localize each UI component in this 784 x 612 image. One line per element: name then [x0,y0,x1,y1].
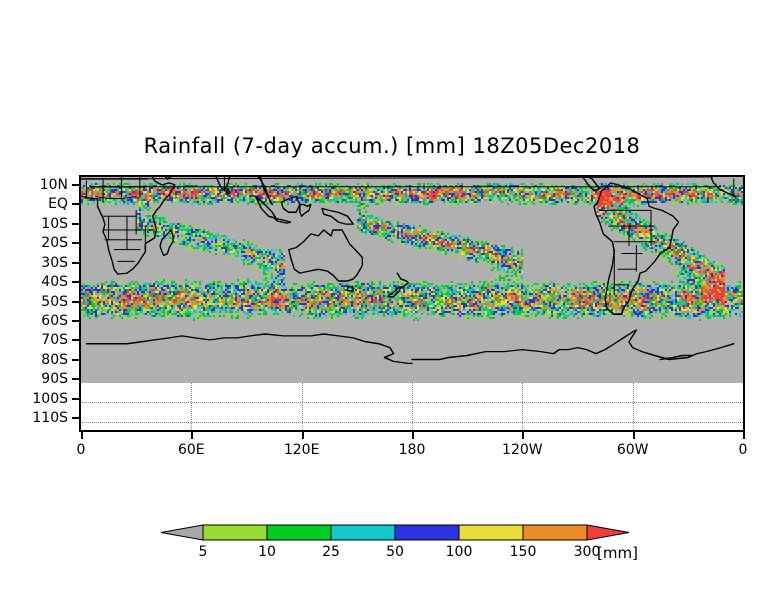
y-tick-label: 110S [32,410,68,427]
x-tick-label: 0 [738,442,748,458]
page-title: Rainfall (7-day accum.) [mm] 18Z05Dec201… [143,134,641,158]
y-tick-label: 90S [41,371,68,388]
y-tick-label: 100S [32,390,68,407]
colorbar-swatch-low-extend [160,524,204,541]
x-tick-label: 120E [283,442,320,458]
x-tick-mark [632,432,635,439]
y-tick-label: 80S [41,351,68,368]
colorbar-swatch-high-extend [586,524,630,541]
colorbar-swatch [394,524,460,541]
y-tick-mark [72,397,79,400]
x-tick-label: 120W [502,442,543,458]
y-tick-mark [72,222,79,225]
colorbar-swatch [202,524,268,541]
y-tick-label: 20S [41,235,68,252]
colorbar-swatch [458,524,524,541]
y-tick-mark [72,261,79,264]
y-tick-mark [72,203,79,206]
y-tick-mark [72,242,79,245]
colorbar-tick-label: 300 [573,544,601,560]
y-tick-label: 10S [41,215,68,232]
colorbar-tick-label: 150 [509,544,537,560]
y-tick-label: 40S [41,274,68,291]
y-tick-label: 50S [41,293,68,310]
y-tick-mark [72,358,79,361]
y-tick-label: 60S [41,312,68,329]
x-axis: 0 60E 120E 180 120W 60W 0 [76,432,748,472]
y-tick-label: 70S [41,332,68,349]
colorbar-swatch [522,524,588,541]
colorbar-tick-label: 5 [198,544,208,560]
colorbar-tick-label: 50 [386,544,404,560]
x-tick-mark [412,432,414,439]
x-tick-mark [81,432,83,439]
colorbar-tick-label: 25 [322,544,340,560]
vertical-gridline [412,383,413,430]
colorbar-unit-label: [mm] [597,544,638,562]
colorbar-swatch [330,524,396,541]
y-tick-mark [72,417,79,420]
x-tick-label: 180 [398,442,426,458]
y-axis: 10N EQ 10S 20S 30S 40S 50S 60S 70S 80S 90S 100S 110S [0,175,79,432]
vertical-gridline [522,383,524,430]
y-tick-label: 30S [41,254,68,271]
y-tick-label: 10N [39,176,68,193]
y-tick-mark [72,183,79,186]
x-tick-mark [191,432,194,439]
x-tick-mark [743,432,745,439]
y-tick-mark [72,339,79,342]
map-plot-area [79,175,745,432]
colorbar-tick-label: 100 [445,544,473,560]
x-tick-mark [301,432,304,439]
y-tick-mark [72,300,79,303]
rainfall-map-raster [81,177,743,383]
empty-lower-band [81,383,743,430]
y-tick-mark [72,319,79,322]
vertical-gridline [191,383,193,430]
x-tick-label: 60E [177,442,205,458]
x-tick-label: 0 [76,442,86,458]
y-tick-label: EQ [48,196,68,213]
x-tick-mark [522,432,525,439]
y-tick-mark [72,378,79,381]
vertical-gridline [301,383,303,430]
colorbar-swatches [160,524,630,541]
colorbar: [mm] 5 10 25 50 100 150 300 [155,521,655,567]
vertical-gridline [632,383,634,430]
colorbar-swatch [266,524,332,541]
colorbar-tick-label: 10 [258,544,276,560]
x-tick-label: 60W [616,442,649,458]
y-tick-mark [72,281,79,284]
